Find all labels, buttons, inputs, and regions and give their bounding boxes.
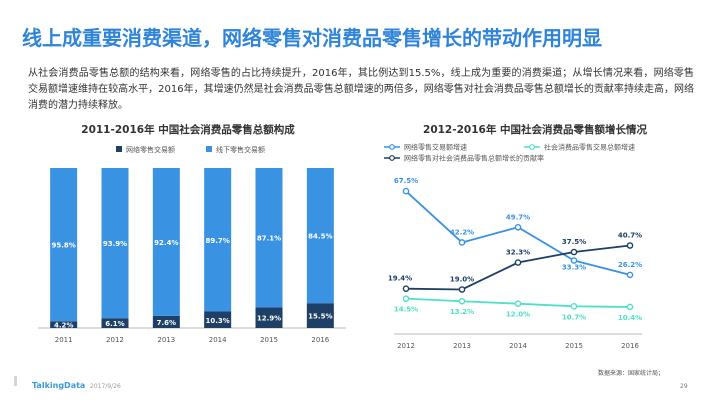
bar-segment: [255, 307, 283, 328]
bar-data-label: 87.1%: [257, 235, 281, 243]
x-tick-label: 2011: [55, 336, 73, 344]
bar-data-label: 7.6%: [157, 319, 176, 327]
bar-data-label: 84.5%: [308, 233, 332, 241]
bar-segment: [204, 311, 232, 328]
legend-marker-2: [529, 144, 535, 150]
x-tick-label: 2015: [565, 342, 583, 350]
footer-date: 2017/9/26: [90, 383, 121, 390]
bar-data-label: 10.3%: [206, 317, 230, 325]
data-point: [402, 187, 410, 195]
data-point: [514, 259, 522, 266]
data-label: 19.4%: [388, 275, 412, 283]
x-tick-label: 2012: [106, 336, 124, 344]
data-point: [626, 242, 634, 249]
stacked-bar-chart: 网络零售交易额 线下零售交易额 4.2% 95.8% 2011 6.1% 93.9% 2012…: [38, 145, 346, 344]
x-tick-label: 2016: [311, 336, 329, 344]
data-label: 19.0%: [450, 275, 474, 283]
x-tick-label: 2012: [397, 342, 415, 350]
data-point: [626, 303, 634, 311]
x-tick-label: 2013: [453, 342, 471, 350]
bar-segment: [204, 168, 232, 312]
bar-data-label: 95.8%: [52, 242, 76, 250]
bar-segment: [50, 168, 78, 322]
bar-data-label: 15.5%: [308, 313, 332, 321]
data-label: 12.0%: [506, 311, 530, 319]
data-point: [570, 248, 578, 256]
data-point: [570, 303, 578, 310]
data-label: 10.7%: [562, 313, 586, 321]
legend-swatch-1: [116, 146, 122, 152]
line-chart: 网络零售交易额增速 社会消费品零售交易总额增速网络零售对社会消费品零售总额增长的贡…: [384, 143, 642, 350]
legend-marker-1: [389, 144, 395, 150]
bar-segment: [101, 168, 129, 319]
legend-swatch-2: [206, 146, 212, 152]
data-point: [458, 286, 466, 293]
bar-data-label: 12.9%: [257, 315, 281, 323]
data-point: [626, 271, 634, 279]
intro-paragraph: 从社会消费品零售总额的结构来看，网络零售的占比持续提升，2016年，其比例达到1…: [28, 68, 694, 111]
bar-segment: [152, 168, 180, 316]
data-point: [402, 295, 410, 302]
bar-segment: [306, 168, 334, 304]
legend-marker-3: [389, 155, 395, 161]
x-tick-label: 2014: [509, 342, 527, 350]
legend-label-1: 网络零售交易额增速: [404, 143, 467, 152]
data-point: [514, 300, 522, 307]
data-label: 37.5%: [562, 238, 586, 246]
data-label: 49.7%: [506, 213, 530, 221]
data-label: 26.2%: [618, 261, 642, 269]
bar-segment: [152, 315, 180, 328]
bar-data-label: 89.7%: [206, 237, 230, 245]
bar-data-label: 93.9%: [103, 240, 127, 248]
data-label: 13.2%: [450, 308, 474, 316]
bar-segment: [101, 318, 129, 328]
bar-data-label: 4.2%: [54, 322, 73, 330]
x-tick-label: 2016: [621, 342, 639, 350]
bar-segment: [306, 303, 334, 328]
legend-label-3: 网络零售对社会消费品零售总额增长的贡献率: [404, 154, 544, 163]
x-tick-label: 2014: [209, 336, 227, 344]
bar-data-label: 92.4%: [154, 239, 178, 247]
footer-marker: [14, 376, 17, 386]
data-point: [570, 257, 578, 264]
data-point: [458, 297, 466, 305]
data-label: 67.5%: [394, 177, 418, 185]
x-tick-label: 2015: [260, 336, 278, 344]
data-label: 32.3%: [506, 249, 530, 257]
page-number: 29: [680, 383, 688, 390]
x-tick-label: 2013: [157, 336, 175, 344]
legend-label-2: 社会消费品零售交易总额增速: [544, 143, 635, 152]
bar-data-label: 6.1%: [105, 320, 124, 328]
page-title: 线上成重要消费渠道，网络零售对消费品零售增长的带动作用明显: [22, 26, 602, 50]
data-point: [402, 285, 410, 292]
data-label: 33.3%: [562, 264, 586, 272]
data-label: 42.2%: [450, 228, 474, 236]
legend-label-1: 网络零售交易额: [126, 145, 175, 154]
data-label: 40.7%: [618, 232, 642, 240]
line-chart-title: 2012-2016年 中国社会消费品零售额增长情况: [423, 124, 647, 136]
bar-chart-title: 2011-2016年 中国社会消费品零售总额构成: [81, 124, 295, 136]
data-point: [514, 223, 522, 231]
data-label: 10.4%: [618, 314, 642, 322]
data-source-note: 数据来源：国家统计局；: [598, 370, 665, 377]
data-point: [458, 239, 466, 246]
brand-logo: TalkingData: [32, 381, 86, 390]
legend-label-2: 线下零售交易额: [216, 145, 265, 154]
data-label: 14.5%: [394, 306, 418, 314]
bar-segment: [255, 168, 283, 308]
bar-segment: [50, 321, 78, 328]
